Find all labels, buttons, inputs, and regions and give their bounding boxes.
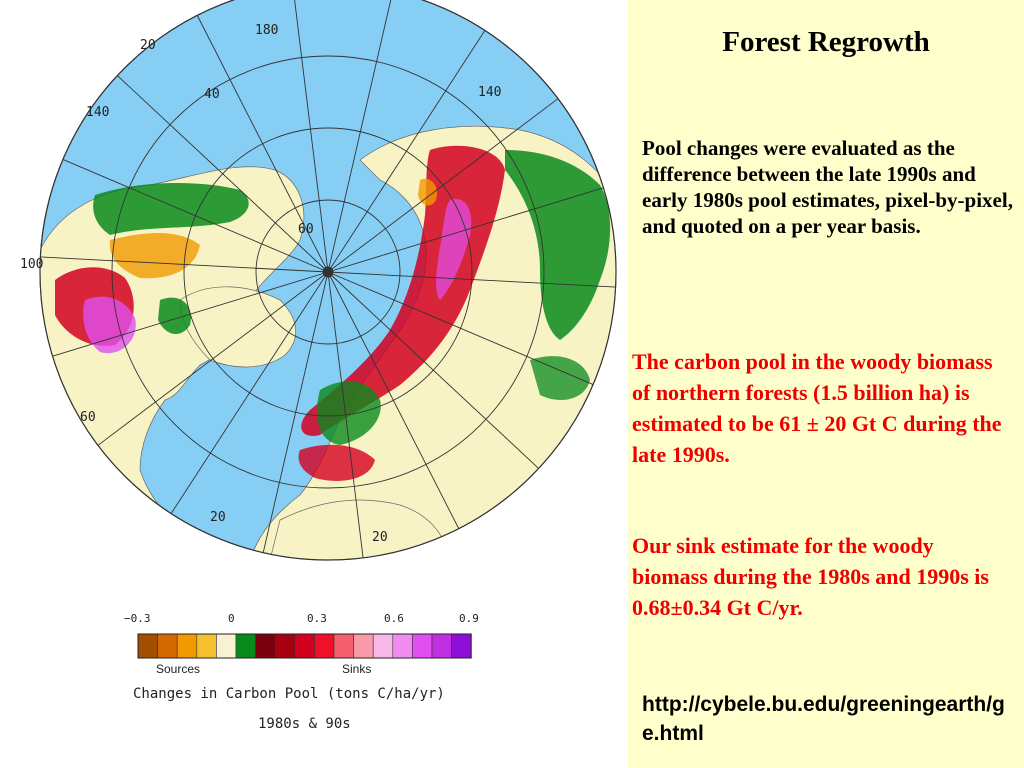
slide-title: Forest Regrowth: [722, 26, 930, 58]
meridian-line: [97, 271, 329, 446]
carbon-pool-map: 180 140 100 60 20 20 20 40 60 140 −0.3 0…: [20, 0, 617, 659]
legend-swatch: [235, 633, 256, 659]
meridian-line: [262, 271, 329, 553]
legend-swatch: [412, 633, 433, 659]
legend-ticks: −0.3 0 0.3 0.6 0.9: [124, 612, 479, 625]
meridian-line: [40, 256, 329, 273]
legend-swatch: [196, 633, 217, 659]
meridian-line: [327, 271, 616, 288]
legend-color-bar: [137, 633, 472, 659]
meridian-line: [327, 30, 486, 273]
legend-tick: 0: [228, 612, 235, 625]
meridian-line: [62, 159, 329, 273]
legend-title: Changes in Carbon Pool (tons C/ha/yr): [133, 686, 445, 702]
meridian-line: [170, 271, 329, 514]
legend-frame: [137, 633, 472, 659]
graticule: [40, 0, 616, 558]
legend-sinks-label: Sinks: [342, 662, 372, 676]
meridian-line: [327, 271, 364, 558]
meridian-line: [327, 271, 539, 469]
lon-label-100w: 100: [20, 257, 43, 272]
vegetation-change-overlay: [55, 145, 611, 481]
sink-estimate-paragraph: Our sink estimate for the woody biomass …: [632, 533, 989, 620]
source-url-link[interactable]: http://cybele.bu.edu/greeningearth/ge.ht…: [642, 693, 1005, 745]
meridian-line: [196, 15, 329, 273]
legend-tick: 0.3: [307, 612, 327, 625]
text-panel: Forest Regrowth Pool changes were evalua…: [628, 0, 1024, 768]
meridian-line: [327, 98, 559, 273]
lat-label-20: 20: [140, 38, 156, 53]
legend-swatch: [255, 633, 276, 659]
legend-tick: 0.6: [384, 612, 404, 625]
legend-swatch: [216, 633, 237, 659]
legend-tick: −0.3: [124, 612, 151, 625]
legend-swatch: [294, 633, 315, 659]
graticule-labels: 180 140 100 60 20 20 20 40 60 140: [20, 23, 501, 545]
carbon-pool-paragraph: The carbon pool in the woody biomass of …: [632, 349, 1002, 467]
legend-swatch: [372, 633, 394, 659]
legend-swatch: [274, 633, 296, 659]
meridian-line: [327, 271, 460, 529]
meridian-line: [117, 75, 329, 273]
latitude-circle: [255, 199, 401, 345]
legend-swatch: [137, 633, 158, 659]
meridian-line: [52, 271, 329, 357]
legend-swatch: [392, 633, 413, 659]
latitude-circle: [183, 127, 473, 417]
legend-subtitle: 1980s & 90s: [258, 716, 351, 732]
lon-label-140e: 140: [478, 85, 501, 100]
lon-label-180: 180: [255, 23, 278, 38]
latitude-circle: [111, 55, 545, 489]
greenland-land: [179, 286, 297, 368]
legend-swatch: [353, 633, 374, 659]
legend-swatch: [431, 633, 452, 659]
lat-label-40: 40: [204, 87, 220, 102]
meridian-line: [292, 0, 329, 273]
legend-swatch: [176, 633, 198, 659]
legend-swatch: [157, 633, 178, 659]
lat-label-60: 60: [298, 222, 314, 237]
pool-change-paragraph: Pool changes were evaluated as the diffe…: [642, 136, 1013, 238]
meridian-line: [327, 0, 394, 273]
legend-swatch: [451, 633, 472, 659]
lon-label-60w: 60: [80, 410, 96, 425]
north-pole-marker: [322, 266, 334, 278]
legend-tick: 0.9: [459, 612, 479, 625]
lon-label-140w: 140: [86, 105, 109, 120]
meridian-line: [327, 187, 604, 273]
meridian-line: [327, 271, 594, 385]
legend-swatch: [314, 633, 335, 659]
legend-swatch: [333, 633, 354, 659]
legend-sources-label: Sources: [156, 662, 201, 676]
map-panel: 180 140 100 60 20 20 20 40 60 140 −0.3 0…: [20, 0, 617, 732]
lon-label-20w: 20: [210, 510, 226, 525]
lon-label-20e: 20: [372, 530, 388, 545]
